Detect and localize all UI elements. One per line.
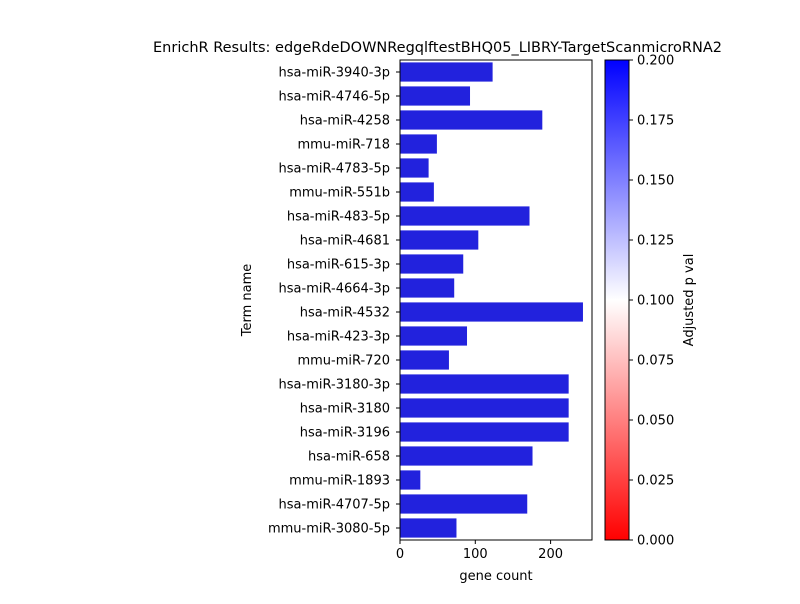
bar: [400, 206, 530, 226]
bar: [400, 446, 533, 466]
x-tick-label: 0: [396, 547, 404, 562]
bar: [400, 398, 569, 418]
y-tick-label: hsa-miR-658: [308, 450, 390, 465]
bar: [400, 254, 464, 274]
x-tick-label: 200: [538, 547, 563, 562]
y-tick-label: hsa-miR-4532: [300, 306, 390, 321]
y-tick-label: mmu-miR-551b: [289, 186, 390, 201]
bar: [400, 518, 457, 538]
colorbar-tick-label: 0.150: [637, 174, 674, 189]
bar: [400, 422, 569, 442]
colorbar-tick-label: 0.200: [637, 54, 674, 69]
plot-frame: [399, 59, 593, 541]
colorbar-tick-label: 0.000: [637, 534, 674, 549]
y-tick-label: hsa-miR-3940-3p: [279, 66, 390, 81]
bar: [400, 110, 543, 130]
bars-group: [400, 62, 583, 538]
y-tick-label: hsa-miR-4258: [300, 114, 390, 129]
bar: [400, 86, 471, 106]
bar: [400, 62, 493, 82]
y-tick-label: hsa-miR-615-3p: [287, 258, 390, 273]
x-tick-label: 100: [463, 547, 488, 562]
y-axis-label: Term name: [240, 264, 255, 338]
y-tick-label: mmu-miR-1893: [289, 474, 390, 489]
bar: [400, 374, 569, 394]
bar: [400, 230, 479, 250]
y-tick-label: hsa-miR-4664-3p: [279, 282, 390, 297]
colorbar-ticks-group: 0.000 0.025 0.050 0.075 0.100 0.125 0.150 0.175…: [629, 54, 674, 549]
y-tick-label: hsa-miR-4681: [300, 234, 390, 249]
x-ticks-group: 0 100 200: [396, 540, 563, 562]
y-ticks-group: hsa-miR-3940-3p hsa-miR-4746-5p hsa-miR-42…: [268, 66, 400, 537]
y-tick-label: mmu-miR-720: [297, 354, 390, 369]
colorbar-tick-label: 0.050: [637, 414, 674, 429]
colorbar-tick-label: 0.025: [637, 474, 674, 489]
y-tick-label: hsa-miR-3180-3p: [279, 378, 390, 393]
colorbar: [604, 59, 630, 541]
bar: [400, 350, 449, 370]
bar: [400, 278, 455, 298]
y-tick-label: hsa-miR-4707-5p: [279, 498, 390, 513]
y-tick-label: mmu-miR-3080-5p: [268, 522, 390, 537]
y-tick-label: hsa-miR-3180: [300, 402, 390, 417]
bar: [400, 470, 421, 490]
bar: [400, 326, 468, 346]
colorbar-label: Adjusted p val: [682, 254, 697, 347]
x-axis-label: gene count: [459, 569, 532, 584]
y-tick-label: hsa-miR-423-3p: [287, 330, 390, 345]
bar: [400, 494, 528, 514]
bar: [400, 182, 434, 202]
y-tick-label: hsa-miR-4746-5p: [279, 90, 390, 105]
colorbar-tick-label: 0.075: [637, 354, 674, 369]
bar: [400, 158, 429, 178]
colorbar-tick-label: 0.100: [637, 294, 674, 309]
y-tick-label: hsa-miR-4783-5p: [279, 162, 390, 177]
bar: [400, 134, 437, 154]
y-tick-label: hsa-miR-3196: [300, 426, 390, 441]
colorbar-tick-label: 0.125: [637, 234, 674, 249]
bar: [400, 302, 583, 322]
chart-title: EnrichR Results: edgeRdeDOWNRegqlftestBH…: [153, 40, 722, 56]
y-tick-label: mmu-miR-718: [297, 138, 390, 153]
y-tick-label: hsa-miR-483-5p: [287, 210, 390, 225]
colorbar-tick-label: 0.175: [637, 114, 674, 129]
